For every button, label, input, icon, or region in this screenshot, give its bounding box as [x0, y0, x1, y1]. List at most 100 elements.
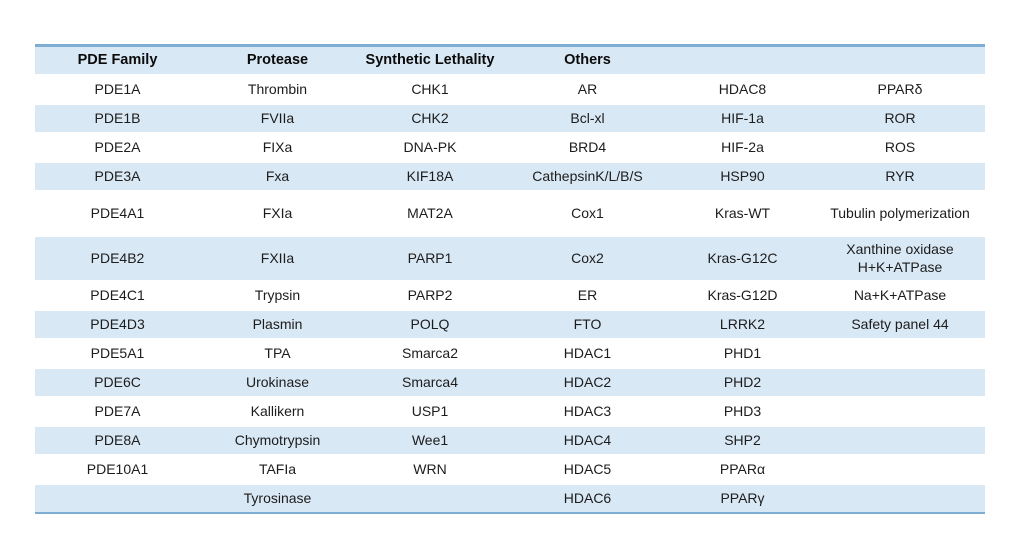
- table-cell: Fxa: [200, 162, 355, 192]
- table-cell: Kras-G12D: [670, 281, 815, 311]
- table-cell: [815, 368, 985, 398]
- table-cell: PDE4A1: [35, 191, 200, 237]
- column-header-protease: Protease: [200, 45, 355, 76]
- table-cell: CHK2: [355, 104, 505, 134]
- table-cell: HIF-2a: [670, 133, 815, 163]
- table-cell: TAFIa: [200, 455, 355, 485]
- table-cell: Smarca2: [355, 339, 505, 369]
- table-cell: CathepsinK/L/B/S: [505, 162, 670, 192]
- table-cell: [815, 484, 985, 513]
- table-cell: PDE4D3: [35, 310, 200, 340]
- table-cell: HDAC3: [505, 397, 670, 427]
- table-row: PDE6C Urokinase Smarca4 HDAC2 PHD2: [35, 368, 985, 398]
- table-row: PDE1B FVIIa CHK2 Bcl-xl HIF-1a ROR: [35, 104, 985, 134]
- table-cell: PDE2A: [35, 133, 200, 163]
- table-cell: Urokinase: [200, 368, 355, 398]
- table-cell: [815, 455, 985, 485]
- table-cell: USP1: [355, 397, 505, 427]
- table-cell: PDE5A1: [35, 339, 200, 369]
- table-cell: FXIIa: [200, 236, 355, 282]
- header-row: PDE Family Protease Synthetic Lethality …: [35, 45, 985, 76]
- table-row: PDE4D3 Plasmin POLQ FTO LRRK2 Safety panel 44: [35, 310, 985, 340]
- table-cell: PDE6C: [35, 368, 200, 398]
- table-row: PDE8A Chymotrypsin Wee1 HDAC4 SHP2: [35, 426, 985, 456]
- table-row: PDE2A FIXa DNA-PK BRD4 HIF-2a ROS: [35, 133, 985, 163]
- table-cell: HDAC1: [505, 339, 670, 369]
- table-cell: HDAC2: [505, 368, 670, 398]
- table-cell: PDE1B: [35, 104, 200, 134]
- table-cell: Kallikern: [200, 397, 355, 427]
- table-cell: HIF-1a: [670, 104, 815, 134]
- column-header-blank-2: [815, 45, 985, 76]
- table-cell: ER: [505, 281, 670, 311]
- table-row: PDE4C1 Trypsin PARP2 ER Kras-G12D Na+K+ATPase: [35, 281, 985, 311]
- table-cell: ROS: [815, 133, 985, 163]
- table-cell: PDE3A: [35, 162, 200, 192]
- table-cell: PHD3: [670, 397, 815, 427]
- table-cell: PARP1: [355, 236, 505, 282]
- table-cell: RYR: [815, 162, 985, 192]
- table-cell: Plasmin: [200, 310, 355, 340]
- table-cell: PARP2: [355, 281, 505, 311]
- column-header-synthetic-lethality: Synthetic Lethality: [355, 45, 505, 76]
- table-cell: PDE4C1: [35, 281, 200, 311]
- table-cell: POLQ: [355, 310, 505, 340]
- table-cell: HDAC8: [670, 75, 815, 105]
- table-row: PDE5A1 TPA Smarca2 HDAC1 PHD1: [35, 339, 985, 369]
- table-cell: DNA-PK: [355, 133, 505, 163]
- table-row: PDE3A Fxa KIF18A CathepsinK/L/B/S HSP90 RYR: [35, 162, 985, 192]
- table-cell: Na+K+ATPase: [815, 281, 985, 311]
- table-cell: LRRK2: [670, 310, 815, 340]
- table-row: Tyrosinase HDAC6 PPARγ: [35, 484, 985, 513]
- table-cell: PDE4B2: [35, 236, 200, 282]
- table-cell: BRD4: [505, 133, 670, 163]
- table-cell: TPA: [200, 339, 355, 369]
- table-cell: WRN: [355, 455, 505, 485]
- table-cell: PDE10A1: [35, 455, 200, 485]
- table-cell: FVIIa: [200, 104, 355, 134]
- table-cell: FTO: [505, 310, 670, 340]
- column-header-others: Others: [505, 45, 670, 76]
- table-cell: FIXa: [200, 133, 355, 163]
- table-cell: Thrombin: [200, 75, 355, 105]
- column-header-blank-1: [670, 45, 815, 76]
- table-cell: Trypsin: [200, 281, 355, 311]
- table-row: PDE10A1 TAFIa WRN HDAC5 PPARα: [35, 455, 985, 485]
- table-cell: PHD1: [670, 339, 815, 369]
- table-cell: Smarca4: [355, 368, 505, 398]
- table-cell: MAT2A: [355, 191, 505, 237]
- table-cell: Wee1: [355, 426, 505, 456]
- table-cell: HDAC4: [505, 426, 670, 456]
- table-cell: HSP90: [670, 162, 815, 192]
- column-header-pde-family: PDE Family: [35, 45, 200, 76]
- table-cell: KIF18A: [355, 162, 505, 192]
- table-cell: PHD2: [670, 368, 815, 398]
- table-cell: Kras-WT: [670, 191, 815, 237]
- table-cell: Tubulin polymerization: [815, 191, 985, 237]
- table-cell: PPARδ: [815, 75, 985, 105]
- table-cell: Cox1: [505, 191, 670, 237]
- table-cell: Safety panel 44: [815, 310, 985, 340]
- table-cell: PPARγ: [670, 484, 815, 513]
- table-cell: Chymotrypsin: [200, 426, 355, 456]
- table-cell: [355, 484, 505, 513]
- table-body: PDE1A Thrombin CHK1 AR HDAC8 PPARδ PDE1B FVIIa C…: [35, 75, 985, 513]
- table-cell: Tyrosinase: [200, 484, 355, 513]
- table-cell: [815, 426, 985, 456]
- table-cell: [815, 339, 985, 369]
- table-row: PDE1A Thrombin CHK1 AR HDAC8 PPARδ: [35, 75, 985, 105]
- table-cell: Bcl-xl: [505, 104, 670, 134]
- table-cell: [815, 397, 985, 427]
- table-cell: AR: [505, 75, 670, 105]
- table-row: PDE7A Kallikern USP1 HDAC3 PHD3: [35, 397, 985, 427]
- table-row: PDE4B2 FXIIa PARP1 Cox2 Kras-G12C Xanthine ox…: [35, 236, 985, 282]
- table-cell: HDAC5: [505, 455, 670, 485]
- table-cell: CHK1: [355, 75, 505, 105]
- table-cell: Cox2: [505, 236, 670, 282]
- table-cell: Xanthine oxidase H+K+ATPase: [815, 236, 985, 282]
- table-cell: Kras-G12C: [670, 236, 815, 282]
- table-cell: PDE7A: [35, 397, 200, 427]
- table-cell: PDE1A: [35, 75, 200, 105]
- table-cell: SHP2: [670, 426, 815, 456]
